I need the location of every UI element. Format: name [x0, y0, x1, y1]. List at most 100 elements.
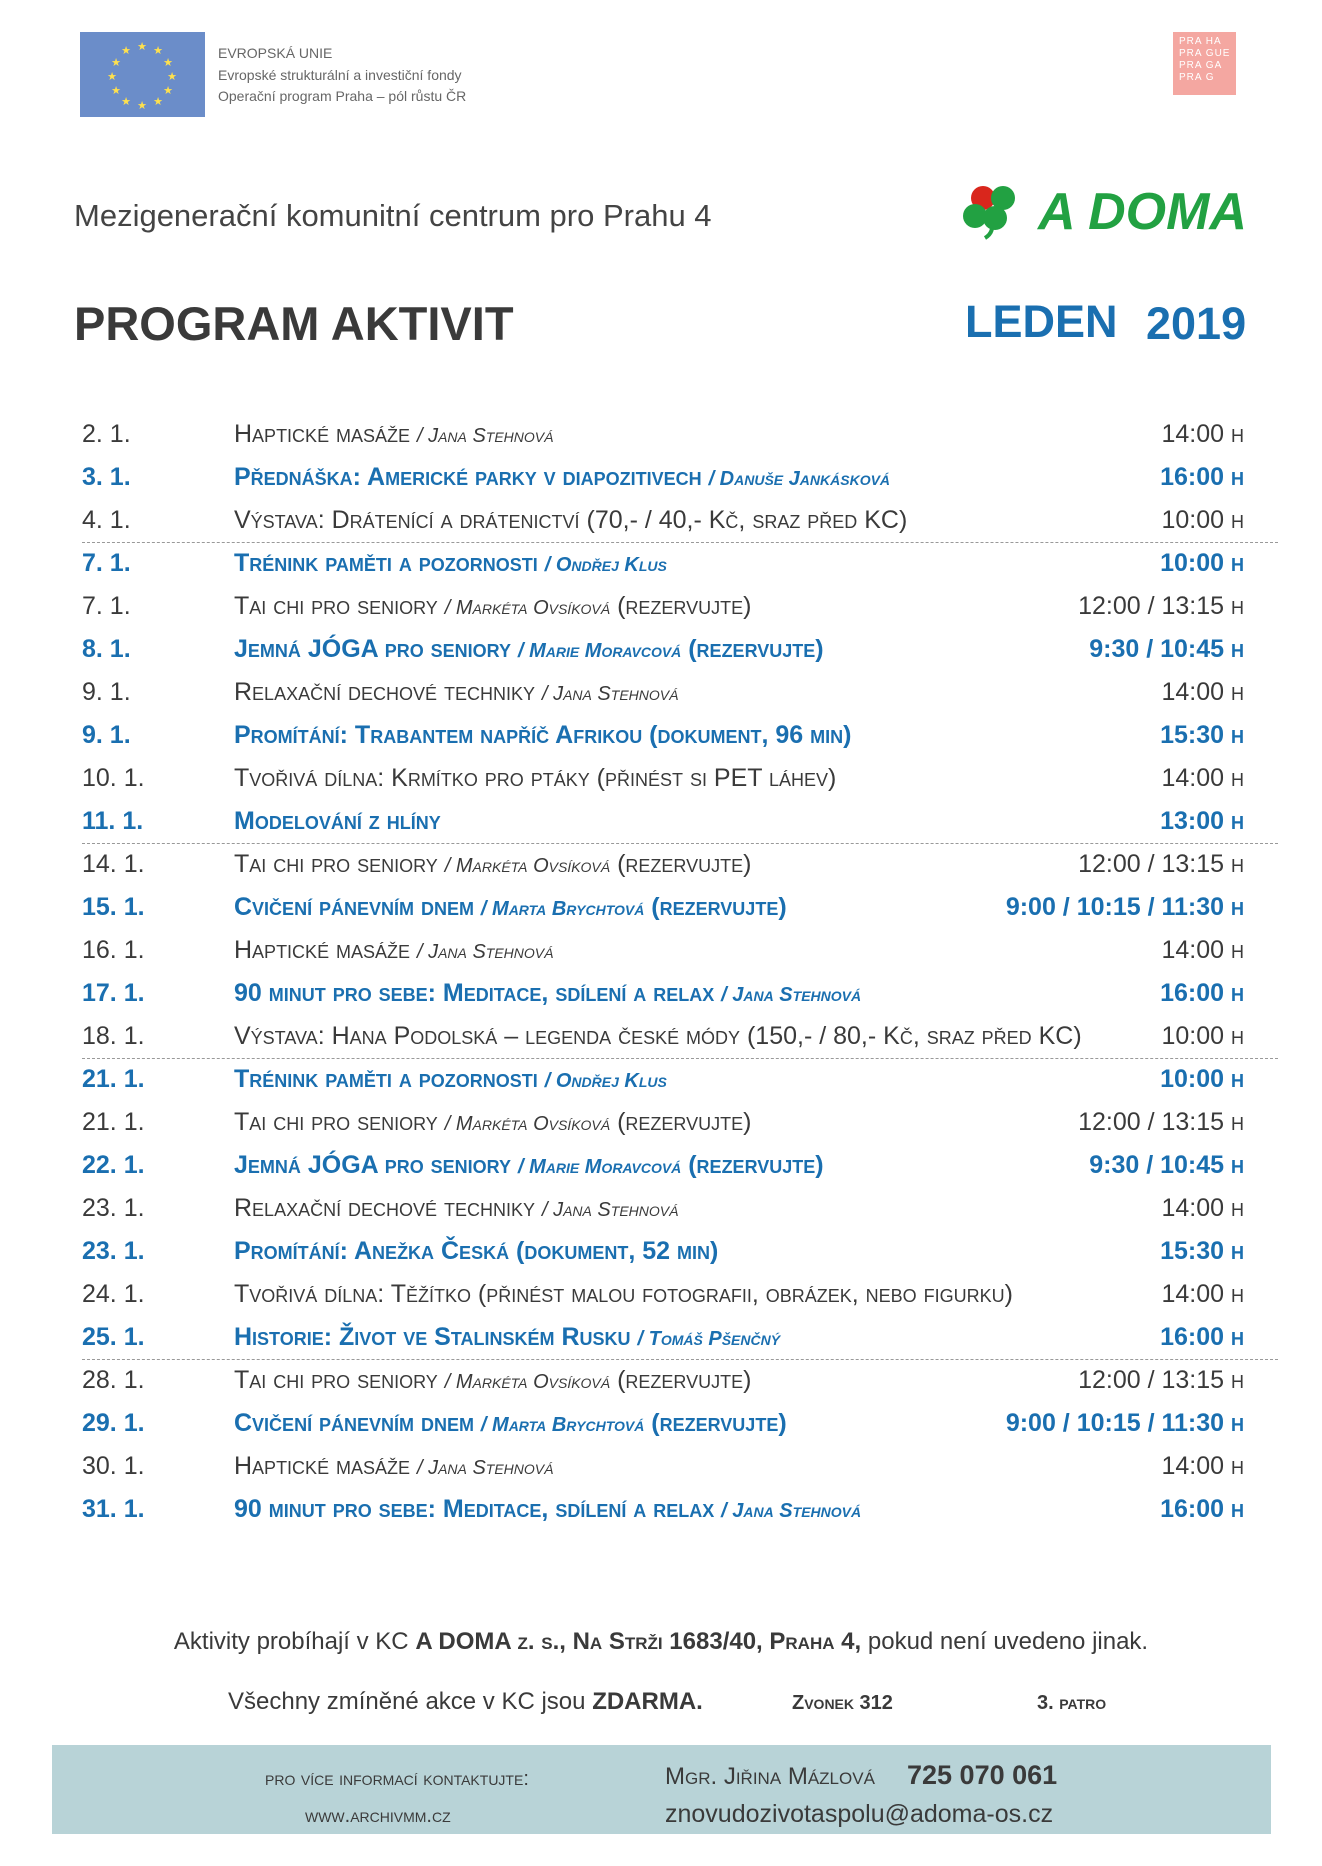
event-time: 9:00 / 10:15 / 11:30 h — [1005, 1409, 1244, 1437]
event-date: 7. 1. — [82, 549, 131, 577]
event-name: Promítání: Trabantem napříč Afrikou — [234, 721, 643, 749]
event-title: 90 minut pro sebe: Meditace, sdílení a r… — [234, 979, 861, 1008]
event-date: 9. 1. — [82, 721, 131, 749]
event-name: Haptické masáže — [234, 420, 411, 448]
event-time: 12:00 / 13:15 h — [1078, 1366, 1244, 1394]
event-name: Tai chi pro seniory — [234, 592, 438, 620]
event-extra: (dokument, 96 min) — [649, 721, 852, 749]
event-time: 14:00 h — [1161, 1280, 1244, 1308]
event-time: 14:00 h — [1161, 420, 1244, 448]
event-time: 10:00 h — [1161, 1022, 1244, 1050]
event-row: 18. 1. Výstava: Hana Podolská – legenda č… — [0, 1016, 1322, 1059]
footer-text: Aktivity probíhají v KC — [173, 1628, 409, 1655]
event-extra: (rezervujte) — [617, 592, 752, 620]
event-extra: (rezervujte) — [617, 1108, 752, 1136]
event-row: 23. 1. Promítání: Anežka Česká (dokument,… — [0, 1231, 1322, 1274]
eu-line: EVROPSKÁ UNIE — [218, 45, 333, 61]
event-person: / Marie Moravcová — [517, 640, 682, 662]
event-person: / Marta Brychtová — [480, 1414, 645, 1436]
event-date: 2. 1. — [82, 420, 131, 448]
event-title: Tai chi pro seniory / Markéta Ovsíková (… — [234, 592, 751, 621]
footer-text: A DOMA z. s., Na Strži 1683/40, Praha 4, — [415, 1628, 862, 1655]
event-person: / Tomáš Pšenčný — [637, 1328, 781, 1350]
event-title: Tai chi pro seniory / Markéta Ovsíková (… — [234, 1366, 751, 1395]
event-date: 16. 1. — [82, 936, 145, 964]
event-title: Haptické masáže / Jana Stehnová — [234, 1452, 553, 1481]
event-time: 16:00 h — [1160, 1323, 1244, 1351]
footer-text: pokud není uvedeno jinak. — [867, 1628, 1149, 1655]
event-time: 10:00 h — [1160, 549, 1244, 577]
svg-text:★: ★ — [111, 57, 121, 69]
event-person: / Ondřej Klus — [544, 554, 667, 576]
event-name: Tvořivá dílna: Těžítko (přinést malou fo… — [234, 1280, 1013, 1308]
event-date: 4. 1. — [82, 506, 131, 534]
event-time: 14:00 h — [1161, 936, 1244, 964]
event-time: 16:00 h — [1160, 1495, 1244, 1523]
event-row: 7. 1. Trénink paměti a pozornosti / Ondře… — [0, 543, 1322, 586]
floor: 3. patro — [1037, 1692, 1107, 1714]
event-time: 15:30 h — [1160, 721, 1244, 749]
svg-text:★: ★ — [111, 85, 121, 97]
event-row: 17. 1. 90 minut pro sebe: Meditace, sdíle… — [0, 973, 1322, 1016]
eu-stars: ★ ★★★★★★★★★★★ — [107, 41, 177, 112]
event-name: Promítání: Anežka Česká — [234, 1237, 510, 1265]
event-name: Relaxační dechové techniky — [234, 1194, 536, 1222]
contact-web: www.archivmm.cz — [305, 1805, 451, 1827]
prague-logo: PRA HA PRA GUE PRA GA PRA G — [1173, 32, 1236, 95]
event-person: / Jana Stehnová — [416, 941, 554, 963]
event-title: Haptické masáže / Jana Stehnová — [234, 420, 553, 449]
month: LEDEN — [965, 296, 1118, 347]
event-extra: (rezervujte) — [688, 1151, 824, 1179]
week-separator — [82, 1058, 1278, 1059]
svg-text:★: ★ — [121, 45, 131, 57]
event-date: 17. 1. — [82, 979, 145, 1007]
event-time: 9:00 / 10:15 / 11:30 h — [1005, 893, 1244, 921]
event-name: Cvičení pánevním dnem — [234, 1409, 474, 1437]
event-date: 18. 1. — [82, 1022, 145, 1050]
event-time: 13:00 h — [1160, 807, 1244, 835]
event-name: Výstava: Hana Podolská – legenda české m… — [234, 1022, 1082, 1050]
footer-line: Aktivity probíhají v KC A DOMA z. s., Na… — [0, 1628, 1322, 1656]
week-separator — [82, 843, 1278, 844]
event-date: 15. 1. — [82, 893, 145, 921]
event-time: 9:30 / 10:45 h — [1089, 1151, 1244, 1179]
svg-text:★: ★ — [153, 96, 163, 108]
event-row: 30. 1. Haptické masáže / Jana Stehnová 14:… — [0, 1446, 1322, 1489]
event-title: Výstava: Drátenící a drátenictví (70,- /… — [234, 506, 907, 535]
event-name: Haptické masáže — [234, 1452, 411, 1480]
event-name: Cvičení pánevním dnem — [234, 893, 474, 921]
event-time: 9:30 / 10:45 h — [1089, 635, 1244, 663]
event-name: Výstava: Drátenící a drátenictví (70,- /… — [234, 506, 908, 534]
event-title: Relaxační dechové techniky / Jana Stehno… — [234, 1194, 678, 1223]
event-person: / Markéta Ovsíková — [444, 855, 611, 877]
event-row: 31. 1. 90 minut pro sebe: Meditace, sdíle… — [0, 1489, 1322, 1532]
event-row: 11. 1. Modelování z hlíny 13:00 h — [0, 801, 1322, 844]
event-row: 15. 1. Cvičení pánevním dnem / Marta Bryc… — [0, 887, 1322, 930]
event-row: 29. 1. Cvičení pánevním dnem / Marta Bryc… — [0, 1403, 1322, 1446]
event-time: 14:00 h — [1161, 1194, 1244, 1222]
event-name: Přednáška: Americké parky v diapozitivec… — [234, 463, 702, 491]
contact-email: znovudozivotaspolu@adoma-os.cz — [665, 1800, 1054, 1828]
event-time: 16:00 h — [1160, 979, 1244, 1007]
eu-line: Operační program Praha – pól růstu ČR — [218, 88, 467, 104]
event-title: Historie: Život ve Stalinském Rusku / To… — [234, 1323, 780, 1352]
event-person: / Ondřej Klus — [544, 1070, 667, 1092]
event-name: Tvořivá dílna: Krmítko pro ptáky (přinés… — [234, 764, 837, 792]
logo-text: A DOMA — [1038, 183, 1247, 241]
event-title: Jemná JÓGA pro seniory / Marie Moravcová… — [234, 635, 824, 664]
clover — [963, 186, 1015, 240]
svg-text:★: ★ — [107, 71, 117, 83]
event-person: / Jana Stehnová — [721, 1500, 862, 1522]
event-person: / Markéta Ovsíková — [444, 1113, 611, 1135]
event-time: 14:00 h — [1161, 1452, 1244, 1480]
event-row: 4. 1. Výstava: Drátenící a drátenictví (7… — [0, 500, 1322, 543]
year: 2019 — [1146, 298, 1247, 349]
event-date: 9. 1. — [82, 678, 131, 706]
event-name: Relaxační dechové techniky — [234, 678, 536, 706]
event-date: 23. 1. — [82, 1194, 145, 1222]
event-person: / Jana Stehnová — [416, 425, 554, 447]
event-time: 14:00 h — [1161, 764, 1244, 792]
event-row: 23. 1. Relaxační dechové techniky / Jana … — [0, 1188, 1322, 1231]
event-name: Tai chi pro seniory — [234, 1366, 438, 1394]
